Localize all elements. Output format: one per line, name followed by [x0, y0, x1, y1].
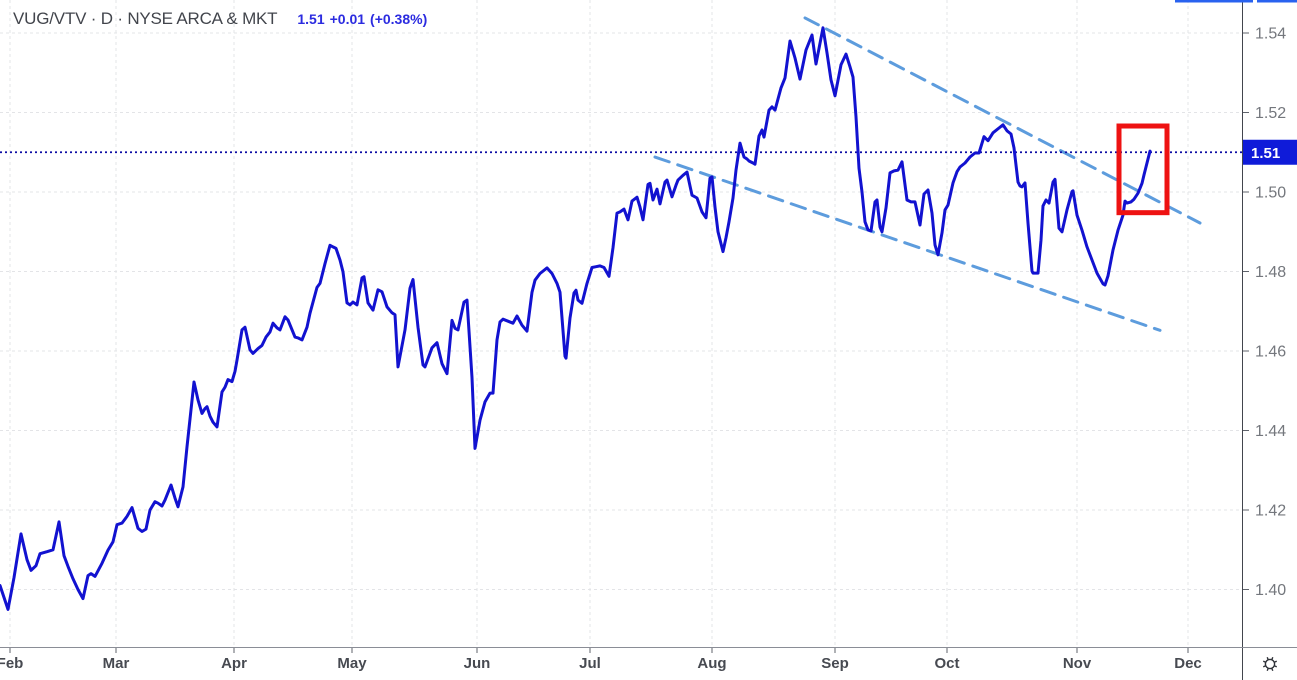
gear-icon [1262, 656, 1278, 672]
month-label: Dec [1174, 655, 1202, 672]
price-axis[interactable] [1243, 0, 1297, 648]
month-label: May [337, 655, 367, 672]
price-tick-label: 1.48 [1255, 264, 1286, 281]
month-label: Jul [579, 655, 601, 672]
price-tick-label: 1.42 [1255, 503, 1286, 520]
trendline-upper[interactable] [803, 16, 1202, 225]
price-tick-label: 1.46 [1255, 344, 1286, 361]
highlight-rectangle[interactable] [1116, 123, 1170, 216]
last-price-label-box [1243, 139, 1297, 165]
last-price-label-text: 1.51 [1251, 145, 1280, 162]
price-tick-label: 1.50 [1255, 185, 1286, 202]
axis-settings-button[interactable] [1243, 648, 1297, 680]
month-label: Aug [697, 655, 726, 672]
axis-top-accent [1175, 0, 1253, 3]
time-axis[interactable] [0, 648, 1242, 680]
price-tick-label: 1.54 [1255, 26, 1286, 43]
month-label: Feb [0, 655, 23, 672]
month-label: Oct [934, 655, 959, 672]
series-line-path[interactable] [0, 26, 1152, 611]
month-label: Sep [821, 655, 849, 672]
price-tick-label: 1.44 [1255, 423, 1286, 440]
month-label: Mar [103, 655, 130, 672]
price-tick-label: 1.40 [1255, 582, 1286, 599]
month-label: Jun [464, 655, 491, 672]
axis-top-accent [1257, 0, 1297, 3]
price-tick-label: 1.52 [1255, 105, 1286, 122]
trendline-lower[interactable] [653, 155, 1162, 332]
month-label: Apr [221, 655, 247, 672]
month-label: Nov [1063, 655, 1092, 672]
